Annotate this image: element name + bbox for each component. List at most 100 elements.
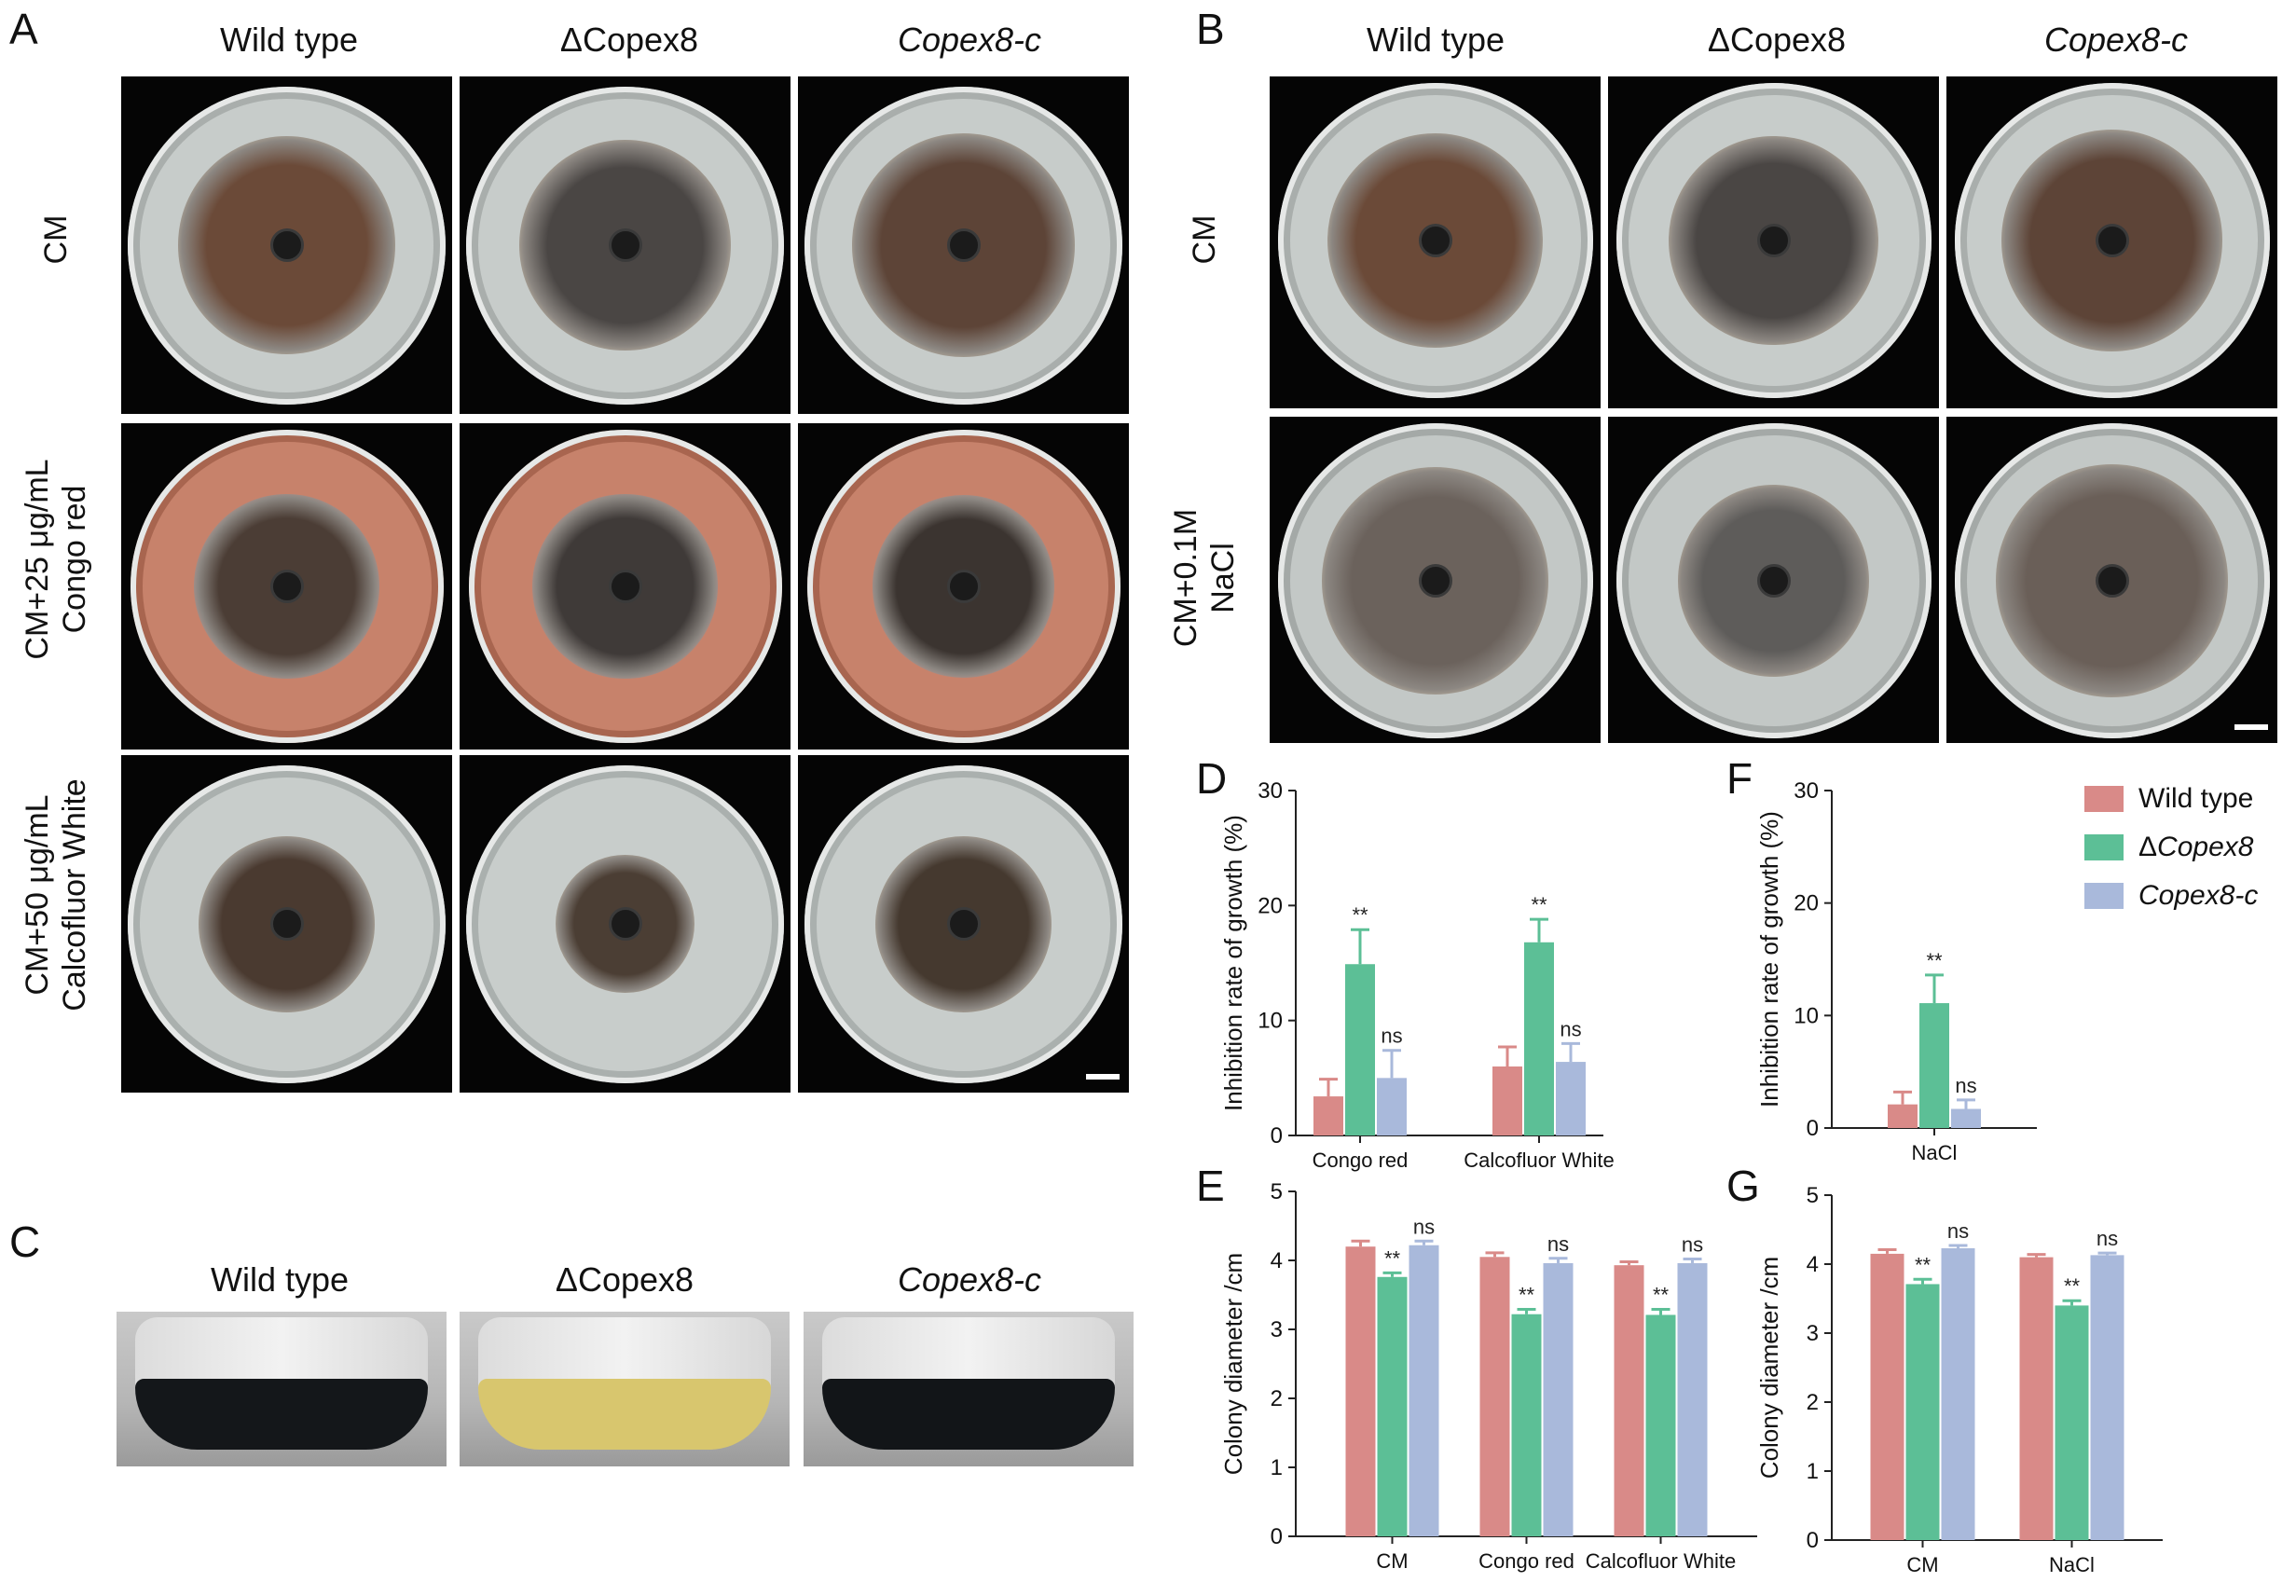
y-tick-label: 0 [1271,1524,1283,1549]
bar [1645,1314,1676,1536]
y-tick-label: 30 [1794,778,1819,804]
significance-label: ** [1531,893,1547,916]
petri-dish [128,86,446,405]
significance-label: ** [1384,1246,1401,1270]
y-tick-label: 10 [1258,1009,1283,1034]
y-tick-label: 2 [1807,1390,1819,1415]
petri-dish [1277,83,1593,398]
y-tick-label: 4 [1271,1248,1283,1273]
y-tick-label: 0 [1271,1123,1283,1149]
inoculum-plug [269,907,304,941]
significance-label: ns [2097,1227,2118,1250]
bar [1492,1066,1522,1135]
plate-photo [798,76,1129,414]
significance-label: ns [1413,1215,1435,1238]
petri-dish [804,764,1122,1083]
inoculum-plug [1756,564,1791,598]
panel-b-row-label-nacl: CM+0.1M NaCl [1167,410,1242,746]
bar [1409,1245,1439,1536]
inoculum-plug [946,228,981,262]
plate-photo [460,423,791,750]
x-tick-label: NaCl [2049,1553,2095,1576]
bar [1524,942,1554,1135]
bar [1677,1262,1708,1536]
petri-dish [130,430,444,743]
y-tick-label: 10 [1794,1003,1819,1028]
petri-dish [1954,83,2270,398]
y-tick-label: 5 [1271,1179,1283,1204]
culture-liquid [135,1379,428,1450]
panel-b-row-label-cm: CM [1186,72,1223,407]
panel-b-header-delta-copex8: ΔCopex8 [1707,21,1847,59]
chart-svg: 0 1 2 3 4 5 Colony diameter /cm ** ns CM ** ns Congo… [1219,1179,1757,1573]
panel-letter-f: F [1726,754,1753,803]
plate-photo [460,76,791,414]
panel-letter-b: B [1196,5,1225,53]
inoculum-plug [269,228,304,262]
significance-label: ** [2064,1274,2081,1298]
significance-label: ns [1955,1074,1976,1097]
legend-item-delta-copex8: Δ Copex8 [2084,832,2253,863]
petri-dish [806,430,1121,743]
petri-dish [468,430,782,743]
bar [1614,1265,1644,1536]
y-tick-label: 4 [1807,1252,1819,1277]
scale-bar [1086,1074,1120,1080]
y-tick-label: 20 [1258,893,1283,918]
panel-b-header-wild-type: Wild type [1366,21,1505,59]
x-tick-label: CM [1376,1549,1408,1573]
bar [2090,1255,2124,1540]
plate-photo [1946,417,2277,743]
panel-c-header-wild-type: Wild type [210,1260,350,1299]
inoculum-plug [2095,564,2129,598]
bar [1313,1096,1343,1135]
x-tick-label: Calcofluor White [1464,1149,1614,1172]
significance-label: ** [1915,1253,1932,1276]
panel-letter-d: D [1196,754,1228,803]
legend-label: Wild type [2138,783,2254,814]
panel-a-row-label-cm: CM [37,72,75,407]
petri-dish [1615,83,1932,398]
plate-photo [121,76,452,414]
significance-label: ** [1653,1284,1670,1307]
y-tick-label: 0 [1807,1116,1819,1141]
legend-swatch [2084,834,2124,860]
significance-label: ** [1926,949,1943,972]
inoculum-plug [608,907,642,941]
chart-svg: 0 10 20 30 Inhibition rate of growth (%) ** ns… [1755,778,2037,1164]
significance-label: ns [1682,1233,1703,1257]
panel-a-header-delta-copex8: ΔCopex8 [559,21,699,59]
inoculum-plug [1418,564,1452,598]
petri-dish [128,764,446,1083]
row-label-line: CM+50 μg/mL [20,794,55,996]
plate-photo [1270,417,1601,743]
culture-liquid [478,1379,771,1450]
y-axis-label: Inhibition rate of growth (%) [1219,815,1247,1111]
plate-photo [798,755,1129,1093]
bar [1888,1104,1918,1128]
x-tick-label: Congo red [1478,1549,1574,1573]
inoculum-plug [946,570,981,603]
panel-letter-a: A [9,5,38,53]
legend-item-wild-type: Wild type [2084,783,2253,815]
petri-dish [466,86,784,405]
y-tick-label: 2 [1271,1386,1283,1411]
petri-dish [1615,423,1932,738]
row-label-line: CM+25 μg/mL [20,459,55,660]
legend-label: Copex8-c [2138,880,2259,911]
bar [1377,1276,1408,1536]
y-tick-label: 3 [1807,1321,1819,1346]
inoculum-plug [608,228,642,262]
petri-dish [1954,423,2270,738]
significance-label: ns [1381,1025,1402,1048]
significance-label: ns [1560,1017,1581,1040]
plate-photo [1608,417,1939,743]
significance-label: ** [1352,903,1368,927]
x-tick-label: Congo red [1313,1149,1409,1172]
bar [1479,1257,1510,1536]
culture-liquid [822,1379,1115,1450]
x-tick-label: NaCl [1912,1141,1958,1164]
panel-letter-e: E [1196,1162,1225,1210]
y-tick-label: 5 [1807,1183,1819,1208]
petri-dish [1277,423,1593,738]
